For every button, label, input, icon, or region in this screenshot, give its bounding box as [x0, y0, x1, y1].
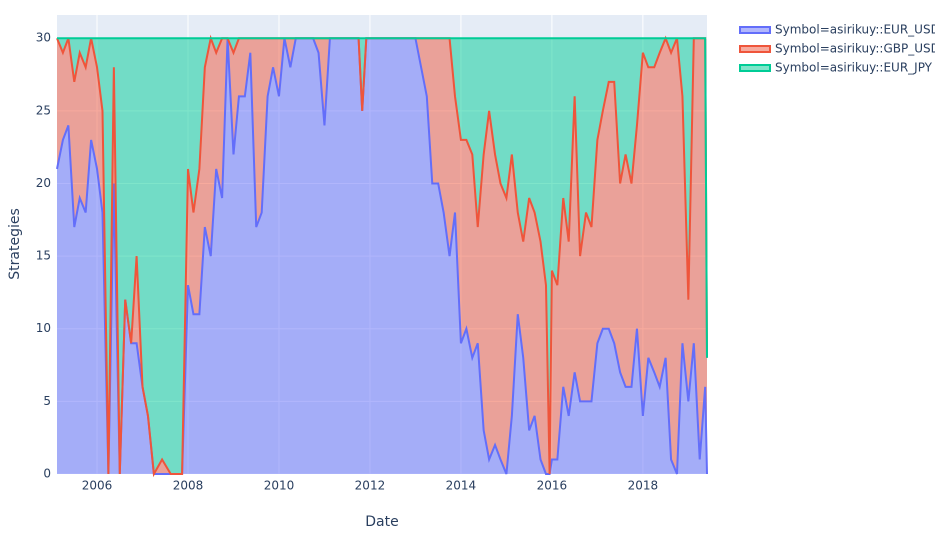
y-tick-label: 25 [36, 103, 51, 117]
lines [56, 34, 708, 478]
y-tick-label: 20 [36, 176, 51, 190]
legend: Symbol=asirikuy::EUR_USDSymbol=asirikuy:… [739, 23, 935, 75]
y-tick-label: 10 [36, 321, 51, 335]
y-tick-label: 5 [43, 394, 51, 408]
y-tick-label: 0 [43, 467, 51, 481]
area-fill [57, 38, 707, 474]
x-tick-label: 2012 [355, 479, 386, 493]
legend-label[interactable]: Symbol=asirikuy::EUR_JPY [775, 61, 933, 75]
area-fill [57, 38, 707, 474]
y-tick-label: 15 [36, 249, 51, 263]
x-tick-label: 2010 [264, 479, 295, 493]
legend-swatch[interactable] [739, 26, 771, 34]
legend-swatch[interactable] [739, 64, 771, 72]
legend-label[interactable]: Symbol=asirikuy::EUR_USD [775, 23, 935, 37]
legend-swatch[interactable] [739, 45, 771, 53]
y-axis-title: Strategies [7, 208, 23, 280]
x-tick-label: 2016 [537, 479, 568, 493]
x-tick-label: 2018 [628, 479, 659, 493]
x-tick-label: 2014 [446, 479, 477, 493]
areas [57, 38, 707, 474]
area-fill [57, 38, 707, 474]
x-axis-title: Date [365, 514, 398, 530]
y-tick-label: 30 [36, 31, 51, 45]
legend-label[interactable]: Symbol=asirikuy::GBP_USD [775, 42, 935, 56]
x-tick-label: 2006 [82, 479, 113, 493]
x-tick-label: 2008 [173, 479, 204, 493]
series-line [57, 37, 708, 358]
